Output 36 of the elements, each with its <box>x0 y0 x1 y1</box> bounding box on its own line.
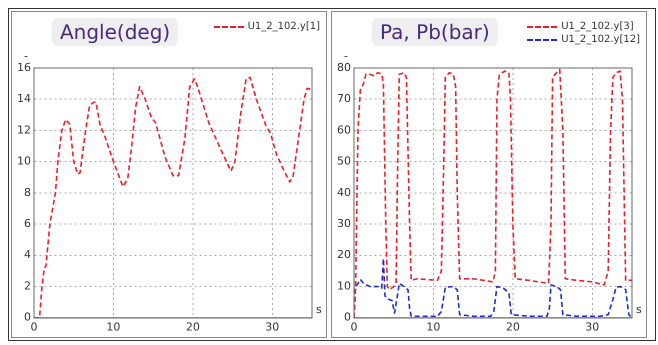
y-tick-label: 14 <box>16 92 31 106</box>
legend-label: U1_2_102.y[3] <box>561 20 634 33</box>
x-tick-label: 30 <box>265 320 280 334</box>
line-series <box>34 76 312 318</box>
y-tick-label: 0 <box>24 310 31 324</box>
y-tick-label: 8 <box>24 186 31 199</box>
x-axis-title: s <box>316 303 322 316</box>
y-tick-label: 20 <box>336 248 351 262</box>
y-tick-label: 4 <box>24 248 31 262</box>
y-tick-label: 12 <box>16 123 31 136</box>
line-series <box>354 68 632 318</box>
chart-title: Pa, Pb(bar) <box>372 18 498 46</box>
y-tick-label: 70 <box>336 92 351 106</box>
y-tick-label: 10 <box>336 279 351 292</box>
y-tick-label: 50 <box>336 154 351 168</box>
y-tick-label: 2 <box>24 279 31 292</box>
y-tick-label: 6 <box>24 216 31 230</box>
chart-title: Angle(deg) <box>52 18 178 46</box>
x-tick-label: 10 <box>106 320 120 334</box>
y-tick-label: 60 <box>336 123 351 136</box>
y-axis-title: - <box>24 49 28 62</box>
y-tick-label: 80 <box>336 60 351 74</box>
legend-label: U1_2_102.y[1] <box>248 20 320 33</box>
y-tick-label: 40 <box>336 186 351 199</box>
y-tick-label: 16 <box>16 60 31 74</box>
x-tick-label: 20 <box>506 320 520 334</box>
y-tick-label: 30 <box>336 216 351 230</box>
y-tick-label: 10 <box>16 154 31 168</box>
x-tick-label: 10 <box>426 320 440 334</box>
line-series <box>354 258 632 318</box>
x-tick-label: 20 <box>186 320 200 334</box>
y-axis-title: - <box>344 49 348 62</box>
y-tick-label: 0 <box>344 310 351 324</box>
x-axis-title: s <box>636 303 642 316</box>
legend-label: U1_2_102.y[12] <box>561 33 640 46</box>
x-tick-label: 30 <box>585 320 600 334</box>
